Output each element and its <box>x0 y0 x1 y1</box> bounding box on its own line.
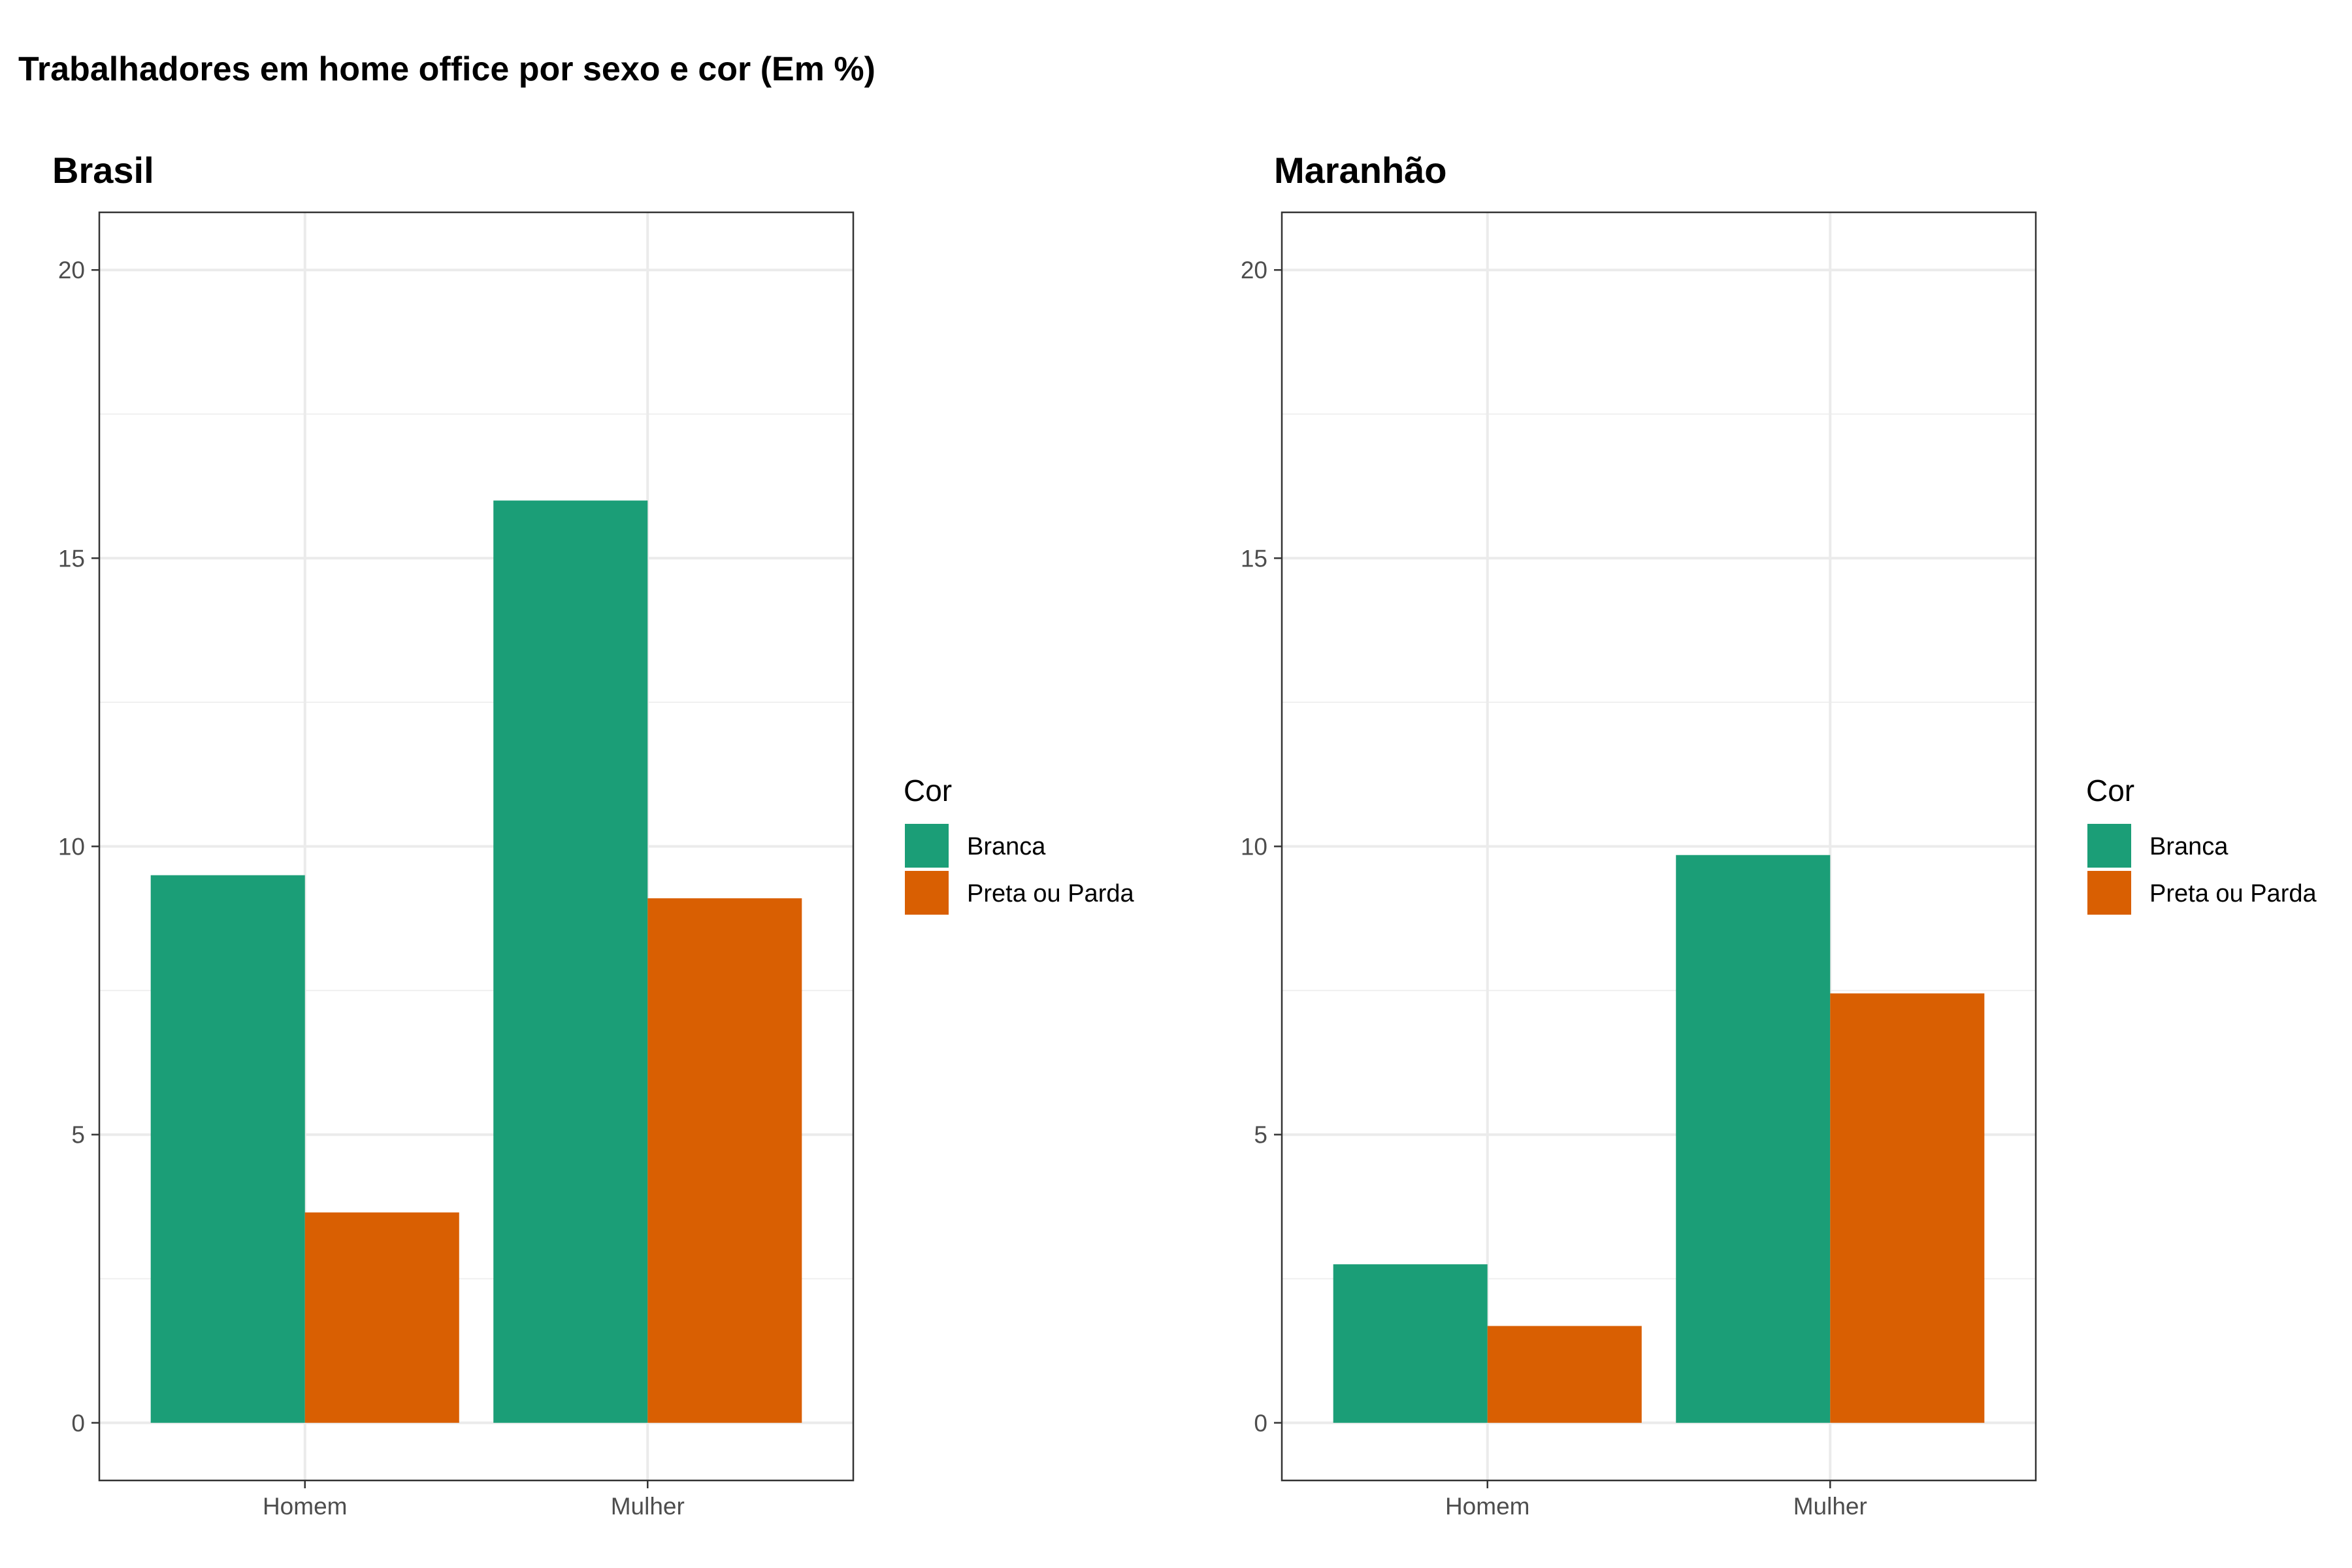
bar-mulher-preta-ou-parda <box>647 898 802 1423</box>
page-title: Trabalhadores em home office por sexo e … <box>18 50 875 88</box>
legend-label: Preta ou Parda <box>967 880 1134 907</box>
legend-title: Cor <box>904 774 952 808</box>
x-tick-label: Mulher <box>1793 1493 1867 1520</box>
legend-key <box>2087 824 2131 868</box>
bar-homem-preta-ou-parda <box>1487 1326 1642 1423</box>
bar-homem-branca <box>1333 1264 1488 1423</box>
y-tick-label: 10 <box>58 834 85 860</box>
bar-homem-preta-ou-parda <box>304 1212 459 1423</box>
y-tick-label: 5 <box>1254 1122 1267 1149</box>
legend-title: Cor <box>2086 774 2134 808</box>
y-tick-label: 0 <box>71 1410 85 1437</box>
x-tick-label: Homem <box>263 1493 348 1520</box>
y-tick-label: 15 <box>1241 545 1267 572</box>
legend-key <box>2087 871 2131 915</box>
legend-key <box>905 871 949 915</box>
panel-title: Maranhão <box>1274 150 1447 191</box>
legend-label: Branca <box>2149 833 2229 860</box>
x-tick-label: Mulher <box>611 1493 685 1520</box>
y-tick-label: 10 <box>1241 834 1267 860</box>
legend-label: Branca <box>967 833 1046 860</box>
y-tick-label: 5 <box>71 1122 85 1149</box>
panel-title: Brasil <box>52 150 154 191</box>
y-tick-label: 15 <box>58 545 85 572</box>
bar-mulher-preta-ou-parda <box>1830 993 1985 1423</box>
y-tick-label: 0 <box>1254 1410 1267 1437</box>
bar-mulher-branca <box>493 500 648 1423</box>
legend-key <box>905 824 949 868</box>
bar-homem-branca <box>150 875 305 1423</box>
x-tick-label: Homem <box>1445 1493 1530 1520</box>
y-tick-label: 20 <box>58 257 85 284</box>
legend-label: Preta ou Parda <box>2149 880 2317 907</box>
y-tick-label: 20 <box>1241 257 1267 284</box>
bar-mulher-branca <box>1676 855 1831 1423</box>
